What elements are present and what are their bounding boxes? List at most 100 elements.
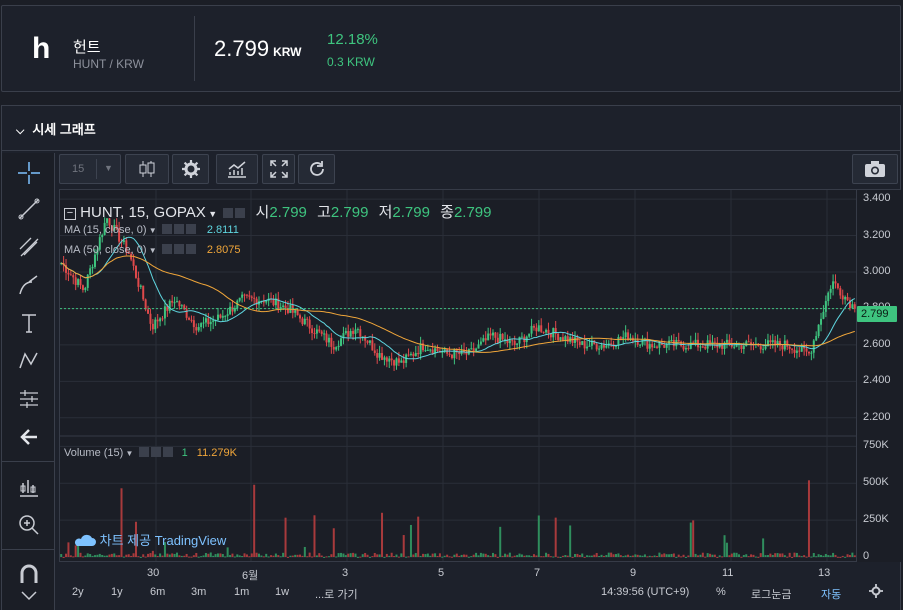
chart-template-icon[interactable] bbox=[2, 469, 55, 505]
reload-button[interactable] bbox=[298, 154, 335, 184]
volume-bar bbox=[545, 552, 548, 557]
candle-body bbox=[156, 319, 159, 322]
measure-tool-icon[interactable] bbox=[2, 381, 55, 417]
candle-body bbox=[665, 343, 668, 348]
volume-bar bbox=[564, 555, 567, 557]
volume-bar bbox=[627, 554, 630, 557]
close-icon[interactable] bbox=[185, 224, 196, 234]
fullscreen-button[interactable] bbox=[262, 154, 295, 184]
price-axis[interactable]: 3.4003.2003.0002.8002.6002.4002.200750K5… bbox=[857, 189, 901, 562]
gear-icon[interactable] bbox=[869, 584, 883, 601]
volume-bar bbox=[282, 552, 285, 557]
candle-body bbox=[542, 331, 545, 333]
panel-divider bbox=[2, 150, 900, 151]
gear-icon[interactable] bbox=[235, 208, 246, 218]
candle-body bbox=[284, 305, 287, 309]
volume-bar bbox=[547, 553, 550, 557]
volume-bar bbox=[147, 553, 150, 557]
close-icon[interactable] bbox=[185, 244, 196, 254]
percent-toggle[interactable]: % bbox=[716, 586, 726, 598]
trend-line-icon[interactable] bbox=[2, 191, 55, 227]
collapse-icon[interactable]: − bbox=[64, 208, 76, 220]
eye-icon[interactable] bbox=[161, 244, 172, 254]
screenshot-button[interactable] bbox=[852, 154, 898, 184]
volume-bar bbox=[277, 555, 280, 557]
volume-bar bbox=[258, 553, 260, 557]
volume-bar bbox=[631, 555, 634, 557]
fib-tool-icon[interactable] bbox=[2, 229, 55, 265]
back-arrow-icon[interactable] bbox=[2, 419, 55, 455]
candle-body bbox=[540, 325, 543, 332]
volume-bar bbox=[151, 550, 154, 557]
volume-bar bbox=[470, 556, 473, 558]
volume-bar bbox=[190, 556, 193, 558]
range-1y[interactable]: 1y bbox=[111, 586, 123, 598]
candle-body bbox=[634, 339, 637, 341]
volume-bar bbox=[800, 556, 803, 558]
eye-icon[interactable] bbox=[161, 224, 172, 234]
range-1w[interactable]: 1w bbox=[275, 586, 290, 598]
panel-title[interactable]: ⌵ 시세 그래프 bbox=[16, 119, 96, 138]
candle-body bbox=[779, 340, 782, 346]
volume-bar bbox=[807, 480, 810, 557]
candle-body bbox=[648, 344, 651, 349]
range-2y[interactable]: 2y bbox=[72, 586, 84, 598]
pattern-tool-icon[interactable] bbox=[2, 343, 55, 379]
volume-bar bbox=[96, 554, 99, 557]
goto-date[interactable]: ...로 가기 bbox=[315, 589, 358, 601]
symbol-name[interactable]: HUNT, 15, GOPAX bbox=[80, 204, 206, 221]
clock[interactable]: 14:39:56 (UTC+9) bbox=[601, 586, 690, 598]
interval-select[interactable]: 15 ▼ bbox=[59, 154, 121, 184]
candle-body bbox=[725, 339, 728, 343]
brush-icon[interactable] bbox=[2, 267, 55, 303]
chevron-down-icon[interactable] bbox=[2, 581, 55, 609]
volume-bar bbox=[663, 553, 666, 557]
bottom-toolbar: 2y 1y 6m 3m 1m 1w ...로 가기 14:39:56 (UTC+… bbox=[59, 580, 901, 606]
candle-body bbox=[841, 295, 844, 300]
volume-bar bbox=[643, 554, 646, 557]
tradingview-watermark[interactable]: 차트 제공 TradingView bbox=[74, 530, 226, 549]
eye-icon[interactable] bbox=[138, 447, 149, 457]
volume-bar bbox=[424, 554, 427, 557]
gear-icon[interactable] bbox=[150, 447, 161, 457]
chart-style-button[interactable] bbox=[125, 154, 169, 184]
indicators-button[interactable] bbox=[216, 154, 258, 184]
candle-body bbox=[414, 353, 417, 356]
volume-bar bbox=[166, 553, 169, 557]
volume-bar bbox=[834, 554, 837, 557]
volume-bar bbox=[195, 552, 198, 557]
volume-bar bbox=[747, 556, 750, 558]
candle-body bbox=[545, 329, 548, 333]
volume-bar bbox=[593, 554, 596, 557]
candle-body bbox=[122, 240, 125, 242]
candle-body bbox=[216, 314, 219, 320]
volume-bar bbox=[60, 554, 63, 557]
magnet-icon[interactable] bbox=[2, 557, 55, 593]
eye-icon[interactable] bbox=[223, 208, 234, 218]
range-6m[interactable]: 6m bbox=[150, 586, 166, 598]
candle-body bbox=[721, 343, 724, 349]
ma50-label[interactable]: MA (50, close, 0) bbox=[64, 244, 147, 256]
range-1m[interactable]: 1m bbox=[234, 586, 250, 598]
volume-bar bbox=[687, 555, 690, 557]
ma15-label[interactable]: MA (15, close, 0) bbox=[64, 224, 147, 236]
gear-icon[interactable] bbox=[173, 244, 184, 254]
zoom-in-icon[interactable] bbox=[2, 507, 55, 543]
volume-bar bbox=[308, 552, 311, 557]
volume-bar bbox=[822, 555, 825, 557]
candle-body bbox=[508, 340, 511, 344]
volume-bar bbox=[373, 552, 376, 557]
volume-bar bbox=[221, 554, 224, 557]
range-3m[interactable]: 3m bbox=[191, 586, 207, 598]
text-tool-icon[interactable] bbox=[2, 305, 55, 341]
volume-label[interactable]: Volume (15) bbox=[64, 447, 124, 459]
candle-body bbox=[614, 345, 617, 347]
crosshair-icon[interactable] bbox=[2, 155, 55, 191]
chart-canvas[interactable] bbox=[60, 190, 856, 561]
gear-icon[interactable] bbox=[173, 224, 184, 234]
candle-body bbox=[127, 252, 130, 254]
auto-scale-toggle[interactable]: 자동 bbox=[821, 589, 842, 601]
close-icon[interactable] bbox=[162, 447, 173, 457]
settings-button[interactable] bbox=[172, 154, 209, 184]
log-scale-toggle[interactable]: 로그눈금 bbox=[751, 589, 792, 601]
